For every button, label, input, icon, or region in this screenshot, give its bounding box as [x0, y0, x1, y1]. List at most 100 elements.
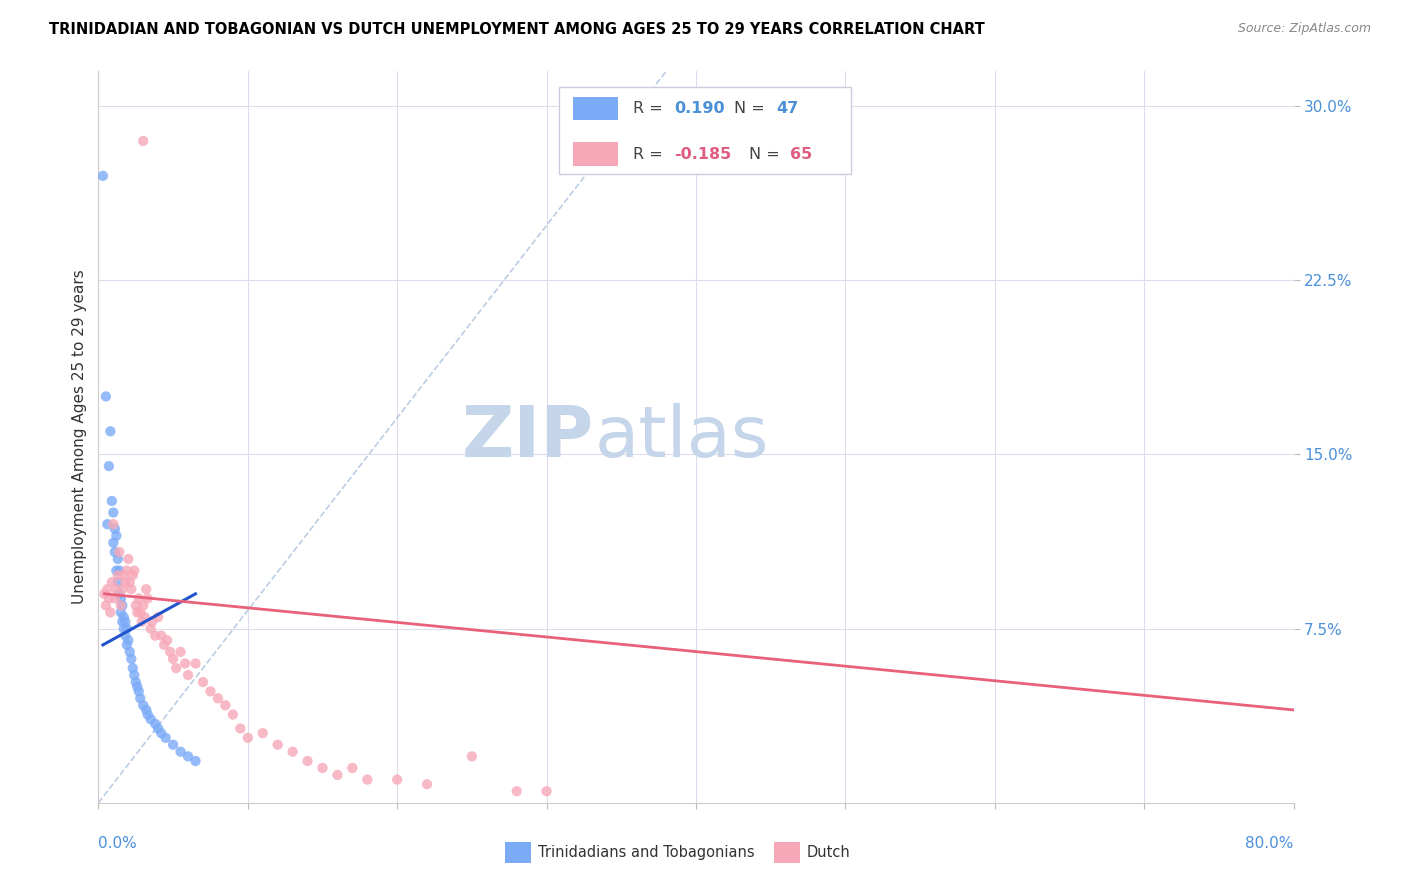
Point [150, 629, 173, 643]
Point [98, 424, 122, 438]
Y-axis label: Unemployment Among Ages 25 to 29 years: Unemployment Among Ages 25 to 29 years [72, 269, 87, 605]
Point [222, 707, 245, 722]
Text: Source: ZipAtlas.com: Source: ZipAtlas.com [1237, 22, 1371, 36]
Point [184, 657, 207, 671]
FancyBboxPatch shape [572, 143, 619, 166]
Point [101, 494, 124, 508]
Point [153, 638, 176, 652]
Point [252, 726, 274, 740]
Point [416, 777, 439, 791]
Point [281, 745, 304, 759]
FancyBboxPatch shape [773, 842, 800, 863]
Point [105, 582, 128, 597]
Text: N =: N = [734, 101, 770, 116]
Point [127, 606, 149, 620]
Point [506, 784, 529, 798]
Point [135, 703, 157, 717]
Point [103, 517, 125, 532]
Point [461, 749, 484, 764]
Text: -0.185: -0.185 [675, 146, 731, 161]
Point [124, 564, 146, 578]
Point [214, 698, 236, 713]
Point [136, 591, 159, 606]
Point [98, 606, 122, 620]
Point [120, 652, 142, 666]
Point [117, 633, 139, 648]
Point [150, 726, 173, 740]
Point [115, 564, 138, 578]
Point [105, 529, 128, 543]
Point [177, 668, 200, 682]
Point [96, 582, 118, 597]
Point [127, 680, 149, 694]
Point [97, 591, 120, 606]
Point [108, 587, 131, 601]
Text: 80.0%: 80.0% [1246, 836, 1294, 851]
Point [236, 731, 259, 745]
Text: Trinidadians and Tobagonians: Trinidadians and Tobagonians [538, 845, 755, 860]
Point [155, 731, 177, 745]
Point [191, 675, 214, 690]
Point [114, 575, 136, 590]
Point [114, 615, 136, 629]
Point [117, 552, 139, 566]
Point [110, 599, 132, 613]
Point [207, 691, 229, 706]
Point [156, 633, 179, 648]
Point [174, 657, 197, 671]
Point [115, 622, 138, 636]
Point [111, 582, 134, 597]
Point [132, 599, 155, 613]
Point [118, 575, 141, 590]
Point [148, 722, 170, 736]
Text: R =: R = [633, 146, 668, 161]
Point [121, 568, 143, 582]
Point [107, 575, 129, 590]
Point [118, 645, 141, 659]
Point [326, 768, 349, 782]
Text: 65: 65 [790, 146, 813, 161]
Point [141, 615, 163, 629]
Point [162, 738, 184, 752]
Point [110, 591, 132, 606]
Point [94, 389, 117, 403]
Point [125, 599, 148, 613]
Point [229, 722, 252, 736]
Text: TRINIDADIAN AND TOBAGONIAN VS DUTCH UNEMPLOYMENT AMONG AGES 25 TO 29 YEARS CORRE: TRINIDADIAN AND TOBAGONIAN VS DUTCH UNEM… [49, 22, 986, 37]
Point [110, 606, 132, 620]
Point [108, 545, 131, 559]
Point [104, 522, 127, 536]
Text: 47: 47 [776, 101, 799, 116]
Point [139, 622, 162, 636]
Text: 0.0%: 0.0% [98, 836, 138, 851]
Text: atlas: atlas [595, 402, 769, 472]
Point [385, 772, 409, 787]
Text: Dutch: Dutch [807, 845, 851, 860]
Point [120, 582, 142, 597]
Point [91, 169, 114, 183]
Point [103, 535, 125, 549]
Point [128, 591, 150, 606]
Point [128, 684, 150, 698]
Text: R =: R = [633, 101, 668, 116]
Point [108, 564, 131, 578]
Point [112, 568, 135, 582]
Text: 0.190: 0.190 [675, 101, 725, 116]
Point [97, 459, 120, 474]
Point [111, 615, 134, 629]
Point [148, 610, 170, 624]
Point [101, 575, 124, 590]
Point [143, 629, 166, 643]
Point [165, 661, 187, 675]
Point [107, 568, 129, 582]
Point [125, 675, 148, 690]
Point [169, 745, 191, 759]
Point [124, 668, 146, 682]
Point [94, 599, 117, 613]
Text: N =: N = [748, 146, 785, 161]
Point [96, 517, 118, 532]
Point [111, 599, 134, 613]
Point [184, 754, 207, 768]
Point [311, 761, 333, 775]
Point [135, 582, 157, 597]
